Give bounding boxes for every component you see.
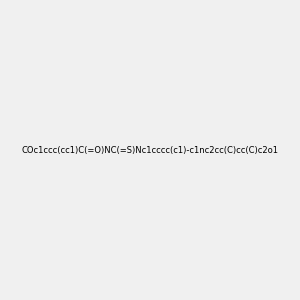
Text: COc1ccc(cc1)C(=O)NC(=S)Nc1cccc(c1)-c1nc2cc(C)cc(C)c2o1: COc1ccc(cc1)C(=O)NC(=S)Nc1cccc(c1)-c1nc2… xyxy=(22,146,278,154)
